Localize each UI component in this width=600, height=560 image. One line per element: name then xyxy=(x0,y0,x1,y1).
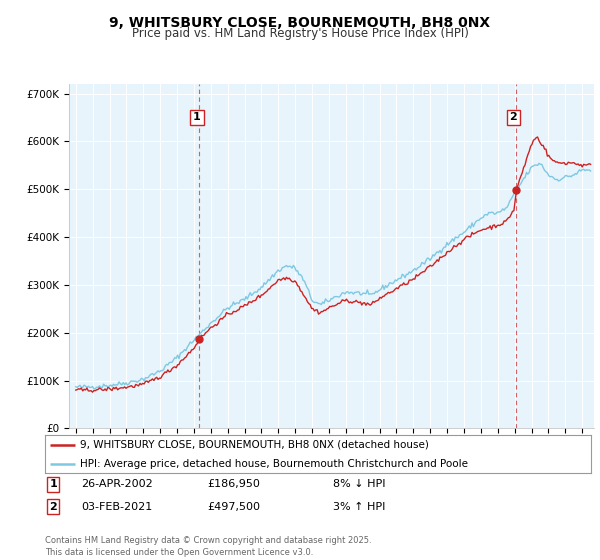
Text: 2: 2 xyxy=(509,113,517,123)
Text: 2: 2 xyxy=(49,502,57,512)
Text: 9, WHITSBURY CLOSE, BOURNEMOUTH, BH8 0NX: 9, WHITSBURY CLOSE, BOURNEMOUTH, BH8 0NX xyxy=(109,16,491,30)
Text: 1: 1 xyxy=(49,479,57,489)
Text: 9, WHITSBURY CLOSE, BOURNEMOUTH, BH8 0NX (detached house): 9, WHITSBURY CLOSE, BOURNEMOUTH, BH8 0NX… xyxy=(80,440,430,450)
Text: Contains HM Land Registry data © Crown copyright and database right 2025.
This d: Contains HM Land Registry data © Crown c… xyxy=(45,536,371,557)
Text: 1: 1 xyxy=(193,113,201,123)
Text: 03-FEB-2021: 03-FEB-2021 xyxy=(81,502,152,512)
Text: 26-APR-2002: 26-APR-2002 xyxy=(81,479,153,489)
Text: £186,950: £186,950 xyxy=(207,479,260,489)
Text: 8% ↓ HPI: 8% ↓ HPI xyxy=(333,479,386,489)
Text: HPI: Average price, detached house, Bournemouth Christchurch and Poole: HPI: Average price, detached house, Bour… xyxy=(80,459,469,469)
Text: £497,500: £497,500 xyxy=(207,502,260,512)
Text: 3% ↑ HPI: 3% ↑ HPI xyxy=(333,502,385,512)
Text: Price paid vs. HM Land Registry's House Price Index (HPI): Price paid vs. HM Land Registry's House … xyxy=(131,27,469,40)
